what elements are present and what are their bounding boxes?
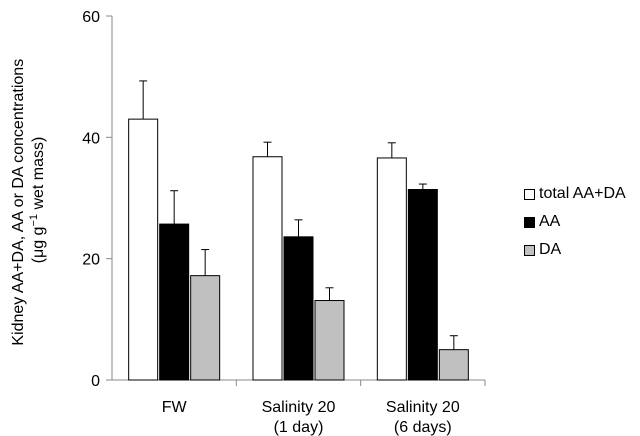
legend-item-total: total AA+DA	[524, 180, 626, 208]
x-tick-label-line: Salinity 20	[262, 399, 336, 416]
bar	[283, 236, 314, 381]
y-axis-label-line2-post: wet mass)	[30, 137, 47, 214]
bars	[128, 80, 469, 381]
y-tick-label: 60	[82, 9, 100, 26]
bar	[376, 157, 407, 381]
bar	[252, 156, 283, 381]
bar	[407, 189, 438, 381]
legend-label-aa: AA	[539, 213, 561, 230]
legend-item-aa: AA	[524, 208, 626, 236]
y-axis-label: Kidney AA+DA, AA or DA concentrations (μ…	[10, 54, 47, 345]
y-axis-label-superscript: −1	[28, 214, 40, 227]
legend-swatch-total	[524, 188, 535, 200]
x-tick-label-line: Salinity 20	[386, 399, 460, 416]
y-axis-label-line2-pre: (μg g	[30, 227, 47, 264]
x-tick-label: Salinity 20 (1 day)	[262, 399, 336, 436]
legend-swatch-da	[524, 244, 535, 256]
x-tick-label: FW	[162, 399, 188, 416]
bar	[159, 223, 190, 381]
legend-swatch-aa	[524, 216, 535, 228]
y-tick-label: 40	[82, 130, 100, 147]
bar	[190, 275, 221, 381]
y-axis-label-line1: Kidney AA+DA, AA or DA concentrations	[10, 59, 27, 346]
y-tick-label: 20	[82, 252, 100, 269]
legend: total AA+DA AA DA	[524, 180, 626, 264]
x-tick-label: Salinity 20 (6 days)	[386, 399, 460, 436]
x-tick-label-line: (6 days)	[394, 419, 452, 436]
x-tick-label-line: (1 day)	[274, 419, 324, 436]
legend-label-total: total AA+DA	[539, 185, 626, 202]
bar	[128, 118, 159, 381]
legend-label-da: DA	[539, 241, 562, 258]
bar	[314, 300, 345, 381]
x-tick-label-line: FW	[162, 399, 188, 416]
y-tick-label: 0	[91, 373, 100, 390]
bar	[438, 349, 469, 381]
legend-item-da: DA	[524, 236, 626, 264]
tick-labels: 0 20 40 60 FW Salinity 20 (1 day) Salinity 20 (6…	[82, 9, 460, 436]
